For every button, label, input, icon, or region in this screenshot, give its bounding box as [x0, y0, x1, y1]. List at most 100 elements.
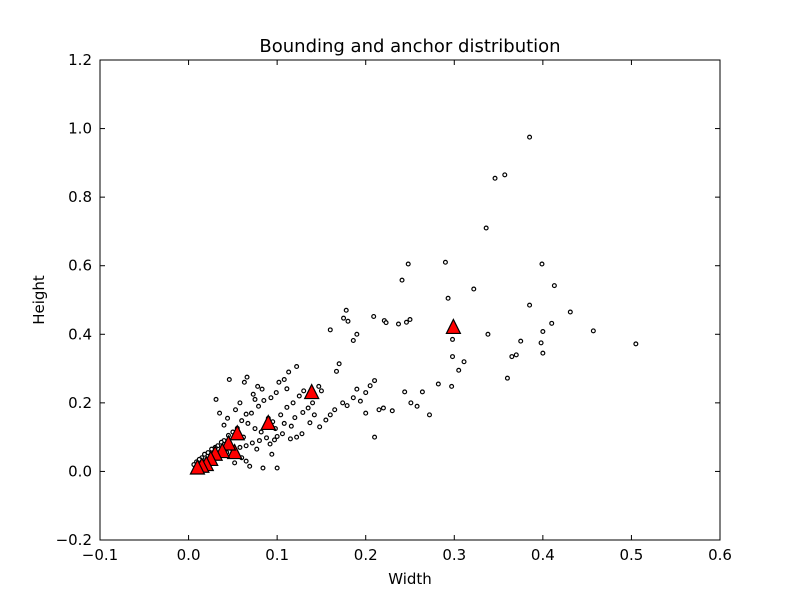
plot-frame [99, 59, 721, 541]
bbox-point [540, 350, 546, 356]
bbox-point [449, 383, 455, 389]
bbox-point [363, 410, 369, 416]
bbox-point [350, 337, 356, 343]
bbox-point [248, 410, 254, 416]
bbox-point [567, 309, 573, 315]
bbox-point [492, 175, 498, 181]
bbox-point [250, 391, 256, 397]
bbox-point [213, 396, 219, 402]
y-tick-label: 0.6 [68, 257, 92, 275]
bbox-point [399, 277, 405, 283]
bbox-point [367, 383, 373, 389]
bbox-point [310, 400, 316, 406]
bbox-point [414, 403, 420, 409]
bbox-point [274, 465, 280, 471]
bbox-point [442, 259, 448, 265]
bbox-point [281, 420, 287, 426]
bbox-point [292, 415, 298, 421]
bbox-point [483, 225, 489, 231]
bbox-point [287, 436, 293, 442]
bbox-point [286, 369, 292, 375]
bbox-point [252, 426, 258, 432]
bbox-point [278, 412, 284, 418]
bbox-point [502, 172, 508, 178]
bbox-point [245, 420, 251, 426]
bbox-point [509, 354, 515, 360]
bbox-point [296, 393, 302, 399]
bbox-point [237, 444, 243, 450]
bbox-point [239, 418, 245, 424]
bbox-point [539, 261, 545, 267]
bbox-point [380, 405, 386, 411]
bbox-point [471, 286, 477, 292]
bbox-point [327, 412, 333, 418]
bbox-point [247, 463, 253, 469]
bbox-point [261, 397, 267, 403]
bbox-point [264, 435, 270, 441]
bbox-point [372, 378, 378, 384]
bbox-point [237, 400, 243, 406]
bbox-point [383, 320, 389, 326]
bbox-point [340, 400, 346, 406]
bbox-point [445, 295, 451, 301]
bbox-point [249, 440, 255, 446]
bbox-point [269, 451, 275, 457]
bbox-point [268, 395, 274, 401]
bbox-point [527, 134, 533, 140]
x-tick-label: 0.5 [619, 546, 643, 564]
bbox-point [408, 400, 414, 406]
bbox-point [317, 424, 323, 430]
bbox-point [363, 390, 369, 396]
bbox-point [407, 317, 413, 323]
bbox-point [221, 422, 227, 428]
bbox-point [284, 404, 290, 410]
bbox-point [405, 261, 411, 267]
bbox-point [301, 388, 307, 394]
bbox-point [318, 388, 324, 394]
bbox-point [323, 417, 329, 423]
x-tick-label: 0.0 [177, 546, 201, 564]
bbox-point [450, 336, 456, 342]
bbox-point [284, 386, 290, 392]
bbox-point [590, 328, 596, 334]
y-tick-label: 0.4 [68, 325, 92, 343]
bbox-point [307, 420, 313, 426]
bbox-point [419, 389, 425, 395]
bbox-point [254, 446, 260, 452]
bbox-point [538, 340, 544, 346]
chart-title: Bounding and anchor distribution [259, 36, 560, 57]
anchor-point [229, 424, 246, 441]
y-tick-label: 1.0 [68, 120, 92, 138]
bbox-point [551, 283, 557, 289]
bbox-point [305, 405, 311, 411]
bbox-point [281, 377, 287, 383]
bbox-point [226, 377, 232, 383]
bbox-point [549, 320, 555, 326]
x-tick-label: −0.1 [82, 546, 118, 564]
bbox-point [344, 403, 350, 409]
bbox-point [345, 318, 351, 324]
bbox-point [327, 327, 333, 333]
bbox-point [332, 407, 338, 413]
bbox-point [341, 315, 347, 321]
x-tick-label: 0.3 [442, 546, 466, 564]
bbox-point [371, 313, 377, 319]
bbox-point [225, 415, 231, 421]
bbox-point [435, 381, 441, 387]
x-tick-label: 0.1 [265, 546, 289, 564]
bbox-point [426, 412, 432, 418]
x-tick-label: 0.4 [531, 546, 555, 564]
y-tick-label: 1.2 [68, 51, 92, 69]
bbox-point [504, 375, 510, 381]
bbox-point [256, 438, 262, 444]
bbox-point [354, 331, 360, 337]
bbox-point [518, 338, 524, 344]
bbox-point [456, 367, 462, 373]
bbox-point [402, 389, 408, 395]
anchor-point [445, 318, 462, 335]
bbox-point [260, 465, 266, 471]
y-tick-label: −0.2 [56, 531, 92, 549]
bbox-point [232, 460, 238, 466]
bbox-point [252, 396, 258, 402]
